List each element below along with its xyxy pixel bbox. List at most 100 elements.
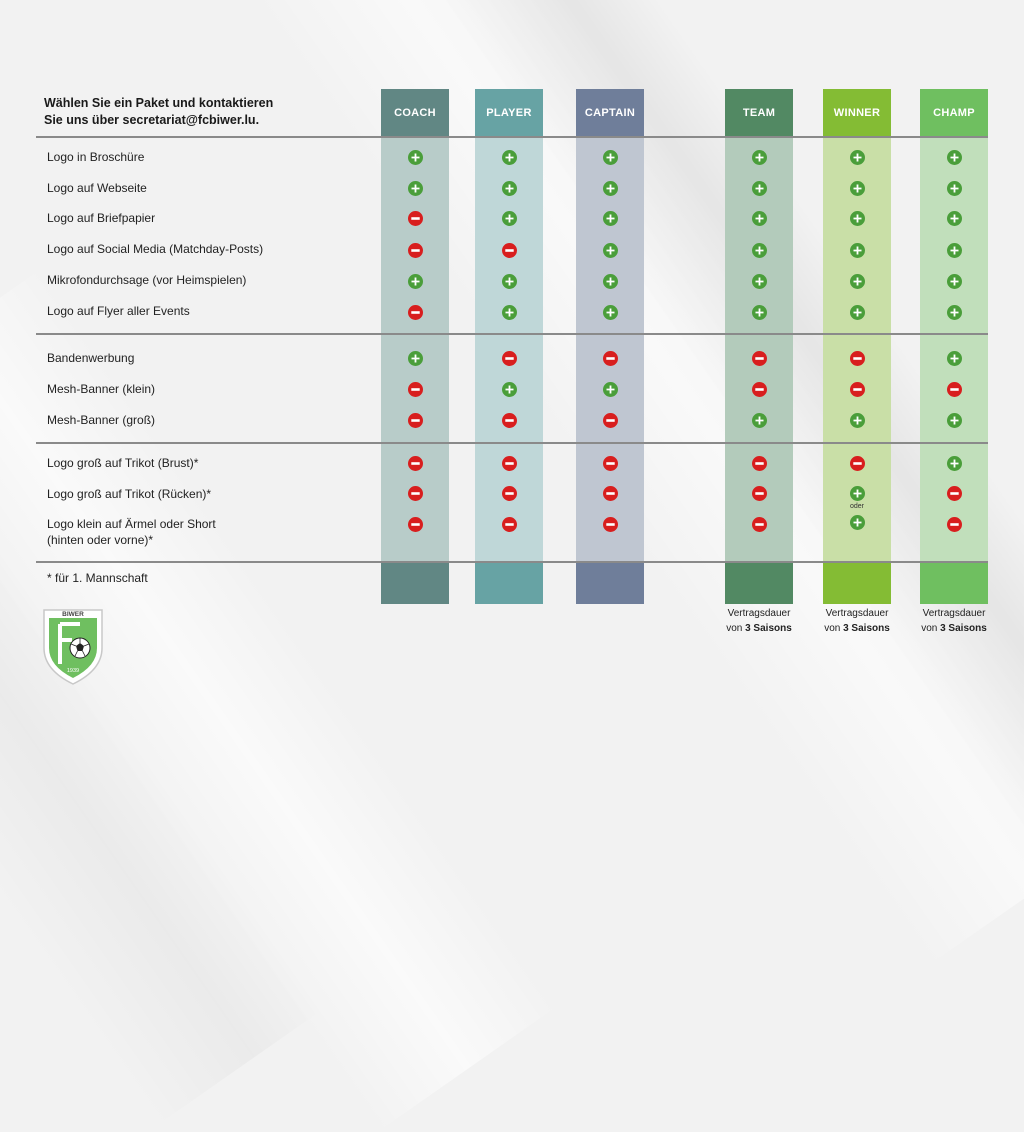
package-column-team: TEAM xyxy=(725,89,793,604)
package-header-captain[interactable]: CAPTAIN xyxy=(576,89,644,137)
feature-label-line: Logo in Broschüre xyxy=(47,150,145,164)
duration-line-1: Vertragsdauer xyxy=(727,608,791,619)
plus-circle-icon xyxy=(849,242,865,258)
footnote: * für 1. Mannschaft xyxy=(47,571,148,585)
contract-duration-winner: Vertragsdauer von 3 Saisons xyxy=(812,606,902,636)
plus-circle-icon xyxy=(602,242,618,258)
duration-line-2: von 3 Saisons xyxy=(909,621,999,636)
minus-circle-icon xyxy=(602,485,618,501)
duration-prefix: von xyxy=(726,623,746,634)
package-header-team[interactable]: TEAM xyxy=(725,89,793,137)
plus-circle-icon xyxy=(407,273,423,289)
oder-label: oder xyxy=(850,503,865,510)
plus-circle-icon xyxy=(501,381,517,397)
minus-circle-icon xyxy=(501,455,517,471)
feature-label-line: Logo auf Flyer aller Events xyxy=(47,304,190,318)
minus-circle-icon xyxy=(849,350,865,366)
feature-label: Logo groß auf Trikot (Rücken)* xyxy=(47,486,211,502)
package-footer xyxy=(920,562,988,604)
feature-label: Mesh-Banner (klein) xyxy=(47,381,155,397)
package-header-player[interactable]: PLAYER xyxy=(475,89,543,137)
plus-circle-icon xyxy=(751,273,767,289)
plus-circle-icon xyxy=(602,210,618,226)
duration-line-1: Vertragsdauer xyxy=(825,608,889,619)
package-header-coach[interactable]: COACH xyxy=(381,89,449,137)
plus-circle-icon xyxy=(407,180,423,196)
duration-value: 3 Saisons xyxy=(745,623,792,634)
feature-label: Logo auf Briefpapier xyxy=(47,210,155,226)
plus-circle-icon xyxy=(946,455,962,471)
logo-club-name: BIWER xyxy=(62,611,84,618)
package-label: COACH xyxy=(394,107,436,119)
minus-circle-icon xyxy=(501,242,517,258)
intro-line-1: Wählen Sie ein Paket und kontaktieren xyxy=(44,96,274,110)
plus-circle-icon xyxy=(501,273,517,289)
plus-circle-icon xyxy=(946,350,962,366)
plus-circle-icon xyxy=(602,180,618,196)
plus-circle-icon xyxy=(946,273,962,289)
plus-circle-icon xyxy=(849,514,865,530)
minus-circle-icon xyxy=(407,485,423,501)
feature-label: Bandenwerbung xyxy=(47,350,134,366)
feature-label-line: Bandenwerbung xyxy=(47,351,135,365)
package-header-winner[interactable]: WINNER xyxy=(823,89,891,137)
plus-circle-icon xyxy=(602,273,618,289)
minus-circle-icon xyxy=(751,350,767,366)
minus-circle-icon xyxy=(849,455,865,471)
minus-circle-icon xyxy=(501,516,517,532)
plus-circle-icon xyxy=(407,149,423,165)
package-header-champ[interactable]: CHAMP xyxy=(920,89,988,137)
plus-circle-icon xyxy=(946,242,962,258)
background-stripe xyxy=(0,274,321,1126)
feature-label: Mesh-Banner (groß) xyxy=(47,412,155,428)
plus-circle-icon xyxy=(946,304,962,320)
feature-label-line: Logo klein auf Ärmel oder Short xyxy=(47,517,216,531)
plus-circle-icon xyxy=(751,412,767,428)
feature-label: Mikrofondurchsage (vor Heimspielen) xyxy=(47,272,246,288)
plus-circle-icon xyxy=(751,242,767,258)
duration-line-2: von 3 Saisons xyxy=(714,621,804,636)
feature-label-line: Mesh-Banner (klein) xyxy=(47,382,156,396)
plus-circle-icon xyxy=(849,485,865,501)
plus-circle-icon xyxy=(946,180,962,196)
plus-circle-icon xyxy=(849,210,865,226)
plus-circle-icon xyxy=(849,412,865,428)
feature-label: Logo groß auf Trikot (Brust)* xyxy=(47,455,198,471)
minus-circle-icon xyxy=(946,516,962,532)
section-divider xyxy=(36,333,988,335)
plus-circle-icon xyxy=(946,149,962,165)
feature-label: Logo auf Webseite xyxy=(47,180,147,196)
feature-label-line: Mikrofondurchsage (vor Heimspielen) xyxy=(47,273,247,287)
minus-circle-icon xyxy=(407,210,423,226)
package-label: PLAYER xyxy=(486,107,532,119)
minus-circle-icon xyxy=(407,516,423,532)
minus-circle-icon xyxy=(407,381,423,397)
minus-circle-icon xyxy=(407,455,423,471)
feature-label-line-2: (hinten oder vorne)* xyxy=(47,533,154,547)
duration-value: 3 Saisons xyxy=(843,623,890,634)
plus-circle-icon xyxy=(849,304,865,320)
duration-line-2: von 3 Saisons xyxy=(812,621,902,636)
minus-circle-icon xyxy=(602,516,618,532)
plus-circle-icon xyxy=(751,180,767,196)
contract-duration-champ: Vertragsdauer von 3 Saisons xyxy=(909,606,999,636)
package-label: CAPTAIN xyxy=(584,107,636,119)
minus-circle-icon xyxy=(946,485,962,501)
feature-label: Logo klein auf Ärmel oder Short (hinten o… xyxy=(47,516,216,548)
package-label: TEAM xyxy=(742,107,776,119)
package-column-captain: CAPTAIN xyxy=(576,89,644,604)
feature-label: Logo in Broschüre xyxy=(47,149,144,165)
minus-circle-icon xyxy=(751,455,767,471)
minus-circle-icon xyxy=(751,485,767,501)
intro-text: Wählen Sie ein Paket und kontaktieren Si… xyxy=(44,95,273,129)
minus-circle-icon xyxy=(849,381,865,397)
package-footer xyxy=(823,562,891,604)
plus-circle-icon xyxy=(751,210,767,226)
package-label: WINNER xyxy=(833,107,881,119)
feature-label-line: Logo groß auf Trikot (Rücken)* xyxy=(47,487,212,501)
duration-prefix: von xyxy=(824,623,844,634)
minus-circle-icon xyxy=(407,242,423,258)
header-divider xyxy=(36,136,988,138)
plus-circle-icon xyxy=(407,350,423,366)
minus-circle-icon xyxy=(501,412,517,428)
